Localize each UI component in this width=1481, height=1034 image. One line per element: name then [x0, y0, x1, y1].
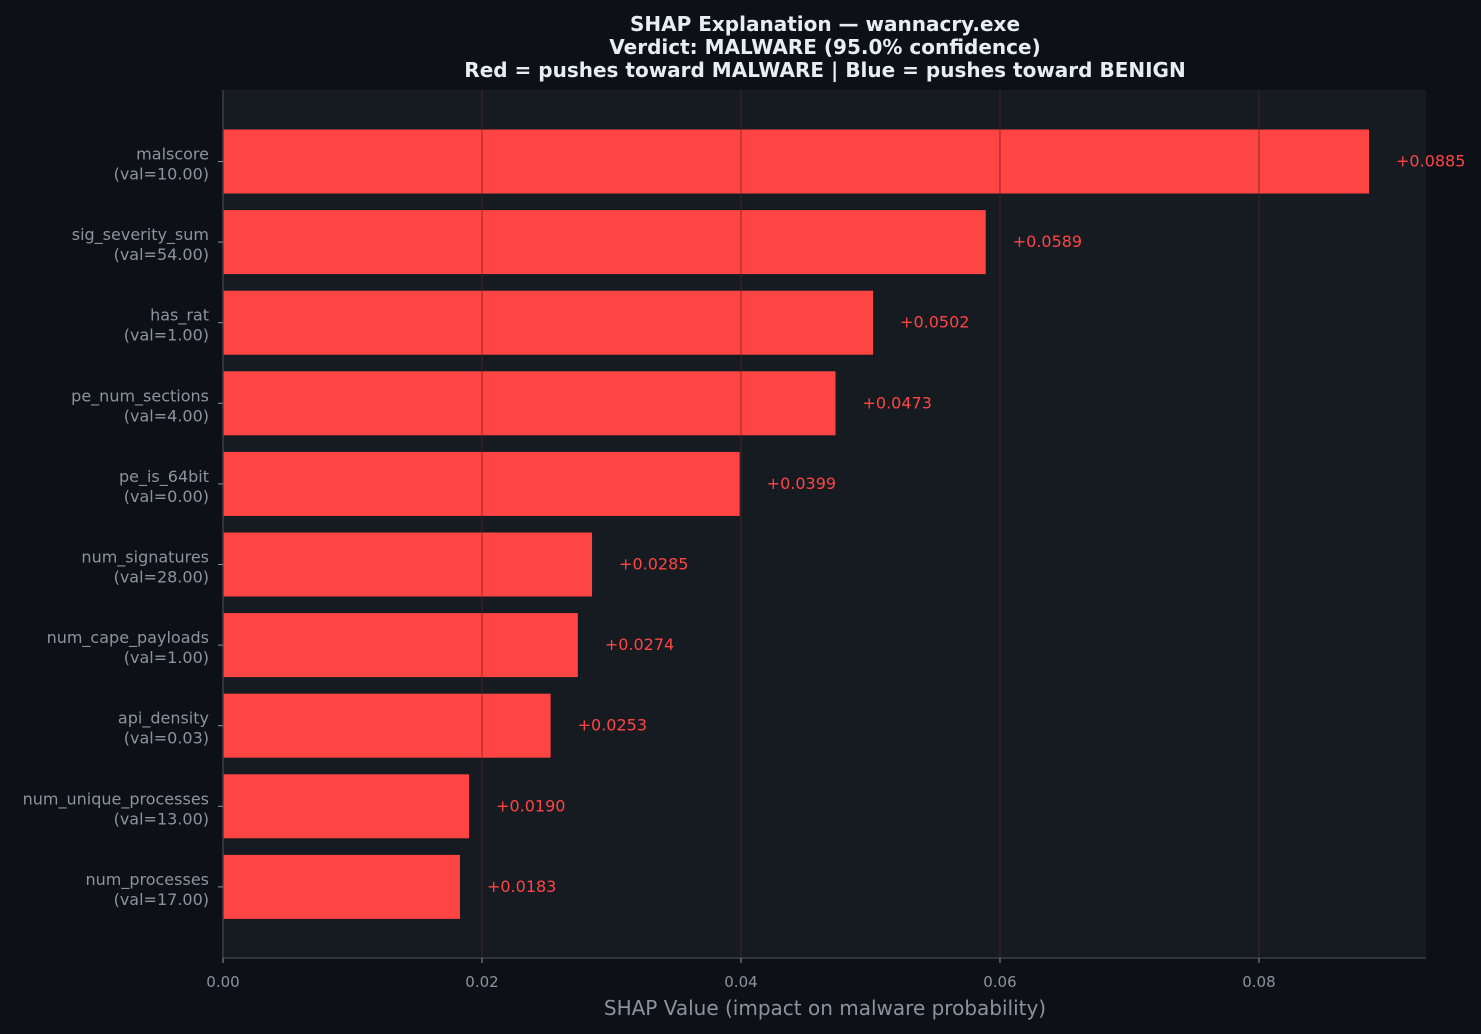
y-tick-label-value: (val=4.00): [124, 406, 209, 425]
bar-pe_is_64bit: [223, 451, 740, 516]
y-tick-label-value: (val=13.00): [114, 809, 209, 828]
x-tick-label: 0.06: [983, 973, 1016, 991]
bar-num_unique_processes: [223, 774, 470, 839]
y-tick-label-value: (val=28.00): [114, 568, 209, 587]
y-tick-label-feature: api_density: [118, 709, 209, 729]
bar-num_cape_payloads: [223, 613, 578, 678]
y-tick-label-value: (val=0.03): [124, 729, 209, 748]
y-tick-label-feature: has_rat: [150, 306, 209, 326]
x-tick-label: 0.08: [1242, 973, 1275, 991]
title-line-verdict: Verdict: MALWARE (95.0% confidence): [609, 35, 1040, 59]
y-tick-label-feature: num_signatures: [81, 548, 209, 568]
y-tick-label-feature: pe_is_64bit: [119, 467, 209, 487]
y-tick-label-value: (val=17.00): [114, 890, 209, 909]
bar-sig_severity_sum: [223, 210, 986, 275]
y-tick-label-value: (val=1.00): [124, 648, 209, 667]
x-tick-label: 0.02: [465, 973, 498, 991]
bar-num_signatures: [223, 532, 593, 597]
bars: [223, 129, 1370, 919]
y-tick-label-value: (val=10.00): [114, 165, 209, 184]
bar-pe_num_sections: [223, 371, 836, 436]
y-tick-label-feature: num_cape_payloads: [47, 628, 209, 648]
y-tick-label-value: (val=1.00): [124, 326, 209, 345]
x-tick-label: 0.04: [724, 973, 757, 991]
bar-has_rat: [223, 290, 874, 355]
bar-malscore: [223, 129, 1370, 194]
bar-value-label: +0.0190: [496, 796, 565, 815]
y-tick-label-value: (val=0.00): [124, 487, 209, 506]
bar-value-label: +0.0885: [1396, 152, 1465, 171]
bar-value-label: +0.0253: [578, 716, 647, 735]
bar-value-label: +0.0274: [605, 635, 674, 654]
y-tick-label-feature: sig_severity_sum: [72, 225, 209, 245]
y-tick-label-feature: num_unique_processes: [23, 789, 209, 809]
y-tick-label-feature: num_processes: [85, 870, 209, 890]
bar-num_processes: [223, 854, 460, 919]
bar-value-label: +0.0502: [900, 313, 969, 332]
bar-value-labels: +0.0885 +0.0589 +0.0502 +0.0473 +0.0399 +0.02…: [487, 152, 1465, 896]
y-axis-tick-labels: malscore(val=10.00)sig_severity_sum(val=…: [23, 145, 223, 909]
x-tick-label: 0.00: [206, 973, 239, 991]
bar-value-label: +0.0285: [619, 555, 688, 574]
x-axis-tick-labels: 0.00 0.02 0.04 0.06 0.08: [206, 958, 1276, 991]
y-tick-label-value: (val=54.00): [114, 245, 209, 264]
axis-spines: [222, 90, 1426, 959]
bar-api_density: [223, 693, 551, 758]
y-tick-label-feature: pe_num_sections: [71, 386, 209, 406]
bar-value-label: +0.0589: [1013, 232, 1082, 251]
bar-value-label: +0.0473: [863, 393, 932, 412]
title-line-legend: Red = pushes toward MALWARE | Blue = pus…: [464, 58, 1185, 82]
chart-title: SHAP Explanation — wannacry.exe Verdict:…: [464, 12, 1185, 82]
bar-value-label: +0.0399: [767, 474, 836, 493]
x-axis-title: SHAP Value (impact on malware probabilit…: [604, 996, 1046, 1020]
title-line-file: SHAP Explanation — wannacry.exe: [630, 12, 1020, 36]
grid-lines-over-bars: [481, 90, 1260, 958]
bar-value-label: +0.0183: [487, 877, 556, 896]
y-tick-label-feature: malscore: [136, 145, 209, 164]
